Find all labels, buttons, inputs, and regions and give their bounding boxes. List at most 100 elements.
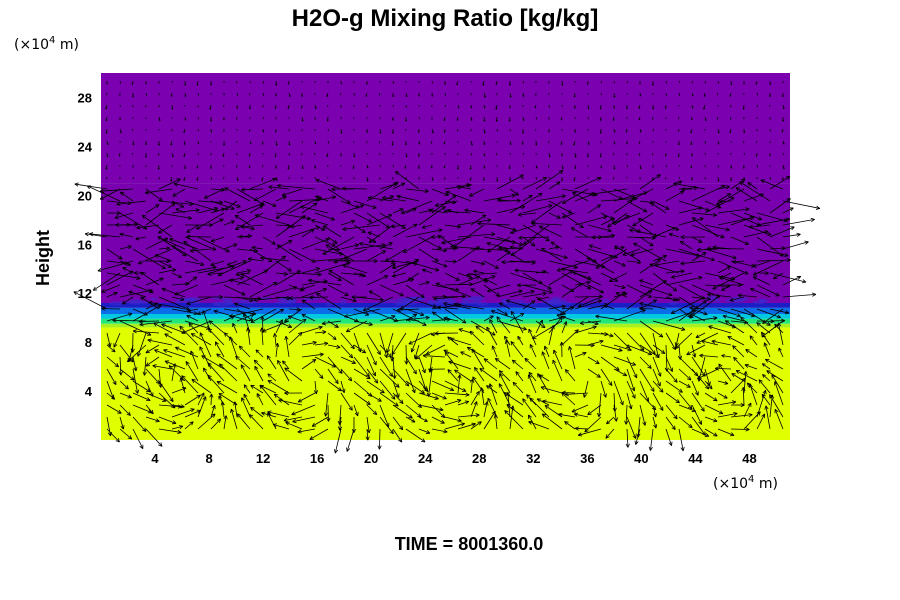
wind-vector-234 (392, 128, 395, 134)
wind-vector-482 (144, 188, 173, 195)
wind-vector-905 (139, 271, 160, 286)
wind-vector-1424 (704, 392, 718, 402)
wind-vector-346 (470, 152, 473, 156)
wind-vector-99 (703, 92, 706, 97)
wind-vector-1080 (345, 320, 368, 333)
wind-vector-467 (665, 176, 667, 180)
wind-vector-1309 (587, 368, 601, 378)
wind-vector-1234 (301, 352, 324, 358)
wind-vector-476 (781, 176, 784, 181)
wind-vector-424 (106, 176, 108, 180)
wind-vector-483 (172, 188, 186, 197)
wind-vector-398 (456, 164, 459, 170)
wind-vector-561 (497, 197, 511, 203)
wind-vector-1008 (101, 306, 121, 311)
wind-vector-982 (435, 282, 472, 298)
wind-vector-1099 (613, 309, 646, 322)
wind-vector-1298 (428, 367, 446, 372)
wind-vector-787 (679, 240, 693, 250)
wind-vector-858 (236, 268, 252, 274)
wind-vector-856 (210, 260, 247, 274)
wind-vector-1302 (483, 358, 498, 370)
wind-vector-766 (418, 248, 439, 262)
wind-vector-1381 (145, 392, 167, 402)
wind-vector-155 (742, 104, 745, 110)
wind-vector-533 (116, 200, 147, 207)
wind-vector-819 (392, 260, 420, 270)
wind-vector-1552 (285, 421, 303, 430)
wind-vector-1560 (405, 428, 426, 443)
wind-vector-324 (183, 152, 186, 157)
wind-vector-589 (175, 208, 186, 214)
wind-vector-1141 (458, 328, 472, 334)
wind-vector-1294 (392, 368, 410, 387)
wind-vector-1470 (613, 404, 618, 422)
wind-vector-956 (121, 296, 134, 305)
wind-vector-282 (327, 140, 330, 144)
wind-vector-897 (712, 272, 745, 290)
wind-vector-1447 (291, 404, 316, 416)
wind-vector-1371 (704, 380, 713, 390)
wind-vector-895 (717, 265, 731, 274)
wind-vector-1222 (142, 356, 147, 376)
wind-vector-774 (509, 245, 524, 250)
wind-vector-554 (396, 194, 420, 202)
wind-vector-1444 (259, 384, 277, 406)
wind-vector-329 (248, 152, 251, 157)
wind-vector-144 (599, 104, 602, 110)
wind-vector-672 (574, 215, 608, 226)
wind-vector-1502 (337, 416, 343, 431)
wind-vector-659 (391, 224, 407, 229)
wind-vector-1405 (457, 374, 462, 394)
wind-vector-163 (158, 116, 161, 122)
wind-vector-1195 (469, 330, 485, 346)
wind-vector-286 (378, 140, 381, 144)
wind-vector-1434 (145, 404, 154, 415)
wind-vector-1562 (431, 428, 448, 434)
wind-vector-84 (509, 92, 512, 98)
wind-vector-1084 (406, 317, 420, 323)
wind-vector-1003 (729, 296, 745, 302)
wind-vector-1135 (386, 332, 394, 353)
wind-vector-710 (367, 231, 381, 238)
wind-vector-1174 (190, 333, 212, 346)
wind-vector-942 (639, 284, 673, 297)
wind-vector-1489 (171, 408, 195, 418)
wind-vector-182 (405, 116, 408, 122)
wind-vector-269 (157, 140, 160, 146)
wind-vector-197 (599, 116, 602, 121)
wind-vector-562 (522, 194, 533, 202)
wind-vector-933 (522, 284, 553, 294)
wind-vector-1002 (707, 292, 732, 298)
wind-vector-1186 (366, 344, 377, 366)
wind-vector-1243 (418, 356, 426, 374)
plot-area (73, 73, 821, 454)
wind-vector-1332 (185, 361, 199, 382)
wind-vector-582 (782, 200, 821, 210)
wind-vector-1538 (119, 428, 133, 440)
wind-vector-1198 (517, 335, 524, 346)
wind-vector-1549 (248, 414, 264, 430)
wind-vector-863 (301, 267, 320, 274)
wind-vector-50 (755, 80, 758, 85)
wind-vector-1556 (346, 428, 355, 452)
wind-vector-1133 (366, 332, 381, 355)
wind-vector-617 (548, 212, 561, 219)
interface-speckle (339, 299, 347, 305)
mixing-ratio-band-6 (101, 323, 790, 328)
wind-vector-1241 (392, 356, 397, 379)
wind-vector-592 (196, 212, 225, 230)
wind-vector-213 (119, 128, 122, 134)
wind-vector-1469 (587, 404, 602, 416)
wind-vector-1187 (379, 344, 392, 358)
wind-vector-77 (418, 92, 420, 97)
wind-vector-1086 (432, 311, 446, 322)
wind-vector-479 (99, 188, 134, 194)
wind-vector-301 (573, 140, 576, 146)
wind-vector-291 (443, 140, 446, 145)
wind-vector-268 (145, 140, 148, 146)
wind-vector-735 (680, 234, 706, 240)
wind-vector-600 (300, 205, 329, 214)
wind-vector-224 (262, 128, 265, 133)
wind-vector-628 (691, 212, 718, 218)
